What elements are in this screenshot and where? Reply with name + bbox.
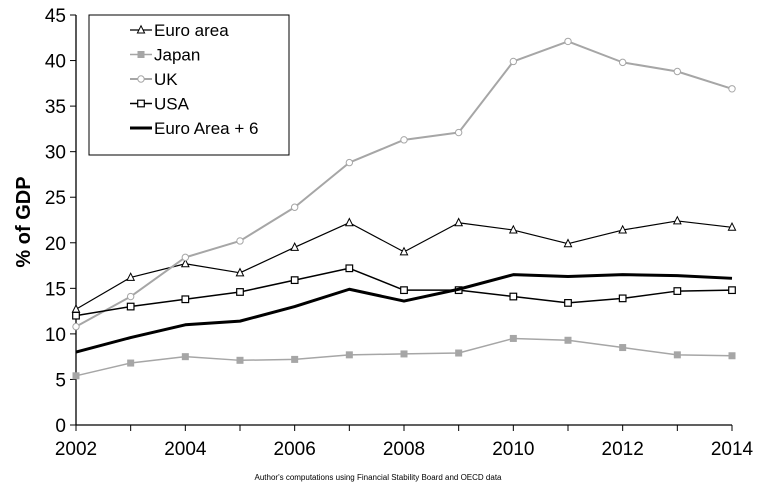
y-tick-label: 30 [45, 143, 66, 164]
x-tick-label: 2006 [274, 439, 316, 460]
legend-item-japan: Japan [130, 46, 200, 65]
series-euro-area-point [71, 303, 81, 313]
series-uk-point [345, 158, 354, 167]
axes: 0 5 10 15 20 25 30 35 40 45 2002 2004 2006 2008 2010 20… [45, 6, 754, 460]
series-euro-area-point [399, 246, 409, 256]
series-uk-point [728, 85, 736, 93]
series-uk-point [673, 67, 682, 76]
series-usa-point [181, 295, 190, 304]
series-uk-point [236, 237, 244, 245]
series-euro-area-point [563, 238, 573, 248]
series-usa-point [564, 299, 572, 307]
series-usa [72, 264, 736, 320]
series-japan [72, 334, 736, 380]
series-usa-point [728, 286, 736, 295]
series-euro-area-6 [75, 273, 733, 354]
series-euro-area-point [508, 224, 518, 234]
series-usa-point [345, 264, 354, 273]
legend-item-usa-label: USA [154, 95, 190, 114]
series-usa-point [618, 294, 627, 303]
y-tick-label: 45 [45, 6, 66, 27]
series-uk-point [400, 136, 408, 144]
legend-item-euro-area-label: Euro area [154, 21, 229, 40]
legend-item-uk-point [137, 75, 145, 83]
series-euro-area-6-line [75, 273, 733, 354]
series-usa-point [509, 292, 518, 301]
series-uk-point [618, 58, 627, 67]
series-uk-point [181, 253, 190, 262]
legend-item-euro-area: Euro area [130, 21, 229, 40]
legend-item-euro-area-6: Euro Area + 6 [130, 119, 258, 138]
series-euro-area-point [126, 272, 136, 281]
y-axis-label: % of GDP [13, 176, 35, 267]
series-uk-point [509, 57, 518, 66]
series-japan-point [181, 353, 189, 361]
series-japan-point [673, 351, 681, 359]
x-tick-label: 2012 [602, 439, 644, 460]
y-tick-label: 35 [45, 97, 66, 118]
series-usa-point [673, 287, 682, 295]
legend-item-japan-label: Japan [154, 46, 200, 65]
series-japan-point [72, 372, 80, 380]
legend-item-usa-point [137, 99, 145, 108]
x-tick-label: 2008 [383, 439, 425, 460]
y-tick-label: 15 [45, 279, 66, 300]
series-euro-area [71, 215, 737, 313]
series-usa-point [290, 276, 299, 285]
series-euro-area-point [454, 217, 464, 227]
x-tick-label: 2004 [164, 439, 207, 460]
series-japan-point [236, 356, 244, 364]
series-euro-area-point [672, 215, 682, 225]
series-usa-point [236, 288, 244, 296]
series-layer [71, 37, 737, 380]
series-uk-point [564, 37, 572, 46]
series-japan-point [291, 355, 299, 363]
y-tick-label: 25 [45, 188, 66, 209]
x-tick-label: 2014 [711, 439, 754, 460]
y-tick-label: 5 [55, 370, 66, 391]
series-japan-point [564, 336, 572, 344]
series-usa-point [400, 286, 408, 295]
series-euro-area-point [618, 224, 628, 234]
legend-item-usa: USA [130, 95, 190, 114]
y-tick-label: 20 [45, 234, 66, 255]
series-japan-point [728, 352, 736, 360]
legend-item-uk: UK [130, 70, 178, 89]
x-tick-label: 2002 [55, 439, 97, 460]
series-japan-point [455, 349, 463, 357]
series-euro-area-point [290, 242, 300, 251]
series-japan-point [345, 351, 353, 359]
legend-item-uk-label: UK [154, 70, 178, 89]
series-uk-point [126, 292, 135, 301]
y-tick-label: 10 [45, 325, 66, 346]
series-euro-area-point [344, 217, 354, 227]
series-euro-area-point [235, 267, 245, 277]
series-euro-area-point [727, 221, 737, 231]
y-tick-label: 40 [45, 52, 66, 73]
series-uk [72, 37, 736, 331]
series-usa-point [72, 311, 80, 320]
series-uk-point [454, 128, 463, 137]
legend-item-euro-area-point [136, 24, 146, 34]
legend-item-japan-point [137, 51, 145, 58]
series-japan-point [509, 334, 517, 342]
legend: Euro area Japan UK USA Euro Area + 6 [88, 14, 290, 156]
y-tick-label: 0 [55, 416, 66, 437]
series-japan-point [619, 344, 627, 352]
series-japan-point [400, 350, 408, 358]
series-euro-area-point [180, 258, 190, 268]
series-uk-point [290, 203, 299, 211]
legend-item-euro-area-6-label: Euro Area + 6 [154, 119, 258, 138]
series-usa-point [126, 302, 135, 311]
series-japan-point [127, 359, 135, 367]
source-note: Author's computations using Financial St… [255, 473, 503, 482]
legend-box [88, 14, 290, 156]
x-tick-label: 2010 [492, 439, 534, 460]
series-uk-point [72, 322, 80, 331]
